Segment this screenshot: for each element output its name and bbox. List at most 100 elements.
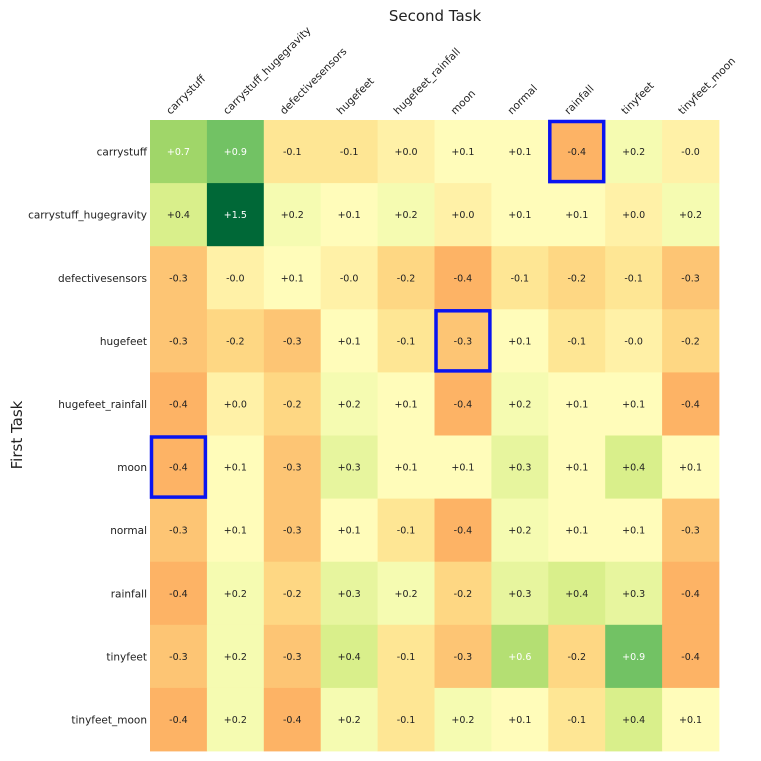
cell-value-label: +0.1 bbox=[565, 463, 588, 474]
heatmap-cell bbox=[320, 435, 378, 499]
heatmap-cell bbox=[491, 561, 549, 626]
heatmap-cell bbox=[206, 309, 265, 373]
cell-value-label: -0.3 bbox=[283, 463, 302, 474]
heatmap-cell bbox=[320, 624, 378, 689]
heatmap-cell bbox=[377, 687, 435, 752]
heatmap-cell bbox=[150, 120, 208, 184]
cell-value-label: -0.4 bbox=[567, 147, 586, 158]
heatmap-cell bbox=[263, 561, 322, 626]
cell-value-label: -0.1 bbox=[397, 652, 416, 663]
cell-value-label: -0.2 bbox=[681, 336, 700, 347]
heatmap-cell bbox=[377, 372, 435, 436]
heatmap-cell bbox=[377, 246, 435, 310]
heatmap-cell bbox=[206, 246, 265, 310]
y-tick-label: hugefeet bbox=[100, 336, 147, 348]
heatmap-cell bbox=[320, 687, 378, 752]
cell-value-label: +0.1 bbox=[395, 399, 418, 410]
heatmap-cell bbox=[548, 309, 606, 373]
y-tick-label: rainfall bbox=[111, 588, 147, 600]
heatmap-cell bbox=[150, 624, 208, 689]
heatmap-cell bbox=[263, 498, 322, 563]
cell-value-label: +0.2 bbox=[338, 715, 361, 726]
y-tick-label: tinyfeet_moon bbox=[71, 714, 147, 726]
heatmap-cell bbox=[206, 687, 265, 752]
cell-value-label: +0.1 bbox=[508, 210, 531, 221]
heatmap-cell bbox=[548, 687, 606, 752]
cell-value-label: +0.2 bbox=[224, 652, 247, 663]
heatmap-cell bbox=[434, 498, 492, 563]
heatmap-cell bbox=[605, 561, 663, 626]
cell-value-label: +0.4 bbox=[622, 715, 645, 726]
cell-value-label: +0.0 bbox=[622, 210, 645, 221]
heatmap-cell bbox=[377, 624, 435, 689]
cell-value-label: +0.2 bbox=[338, 399, 361, 410]
heatmap-cell bbox=[548, 183, 606, 247]
cell-value-label: -0.1 bbox=[340, 147, 359, 158]
heatmap-cell bbox=[150, 687, 208, 752]
cell-value-label: +0.2 bbox=[224, 715, 247, 726]
cell-value-label: -0.4 bbox=[169, 463, 188, 474]
cell-value-label: -0.0 bbox=[624, 336, 643, 347]
heatmap-cell bbox=[662, 435, 720, 499]
heatmap-cell bbox=[206, 561, 265, 626]
heatmap-cell bbox=[491, 183, 549, 247]
cell-value-label: +0.1 bbox=[395, 463, 418, 474]
heatmap-cell bbox=[320, 309, 378, 373]
cell-value-label: -0.4 bbox=[454, 399, 473, 410]
heatmap-cell bbox=[263, 183, 322, 247]
cell-value-label: -0.2 bbox=[397, 273, 416, 284]
heatmap-cell bbox=[491, 120, 549, 184]
cell-value-label: +0.1 bbox=[338, 526, 361, 537]
cell-value-label: +0.1 bbox=[508, 715, 531, 726]
heatmap-cell bbox=[377, 561, 435, 626]
cell-value-label: +0.7 bbox=[167, 147, 190, 158]
cell-value-label: +0.4 bbox=[167, 210, 190, 221]
heatmap-cell bbox=[491, 687, 549, 752]
heatmap-cells bbox=[150, 120, 720, 752]
heatmap-cell bbox=[206, 498, 265, 563]
heatmap-cell bbox=[605, 498, 663, 563]
cell-value-label: +0.2 bbox=[622, 147, 645, 158]
cell-value-label: +0.1 bbox=[281, 273, 304, 284]
cell-value-label: +0.1 bbox=[565, 210, 588, 221]
heatmap-cell bbox=[662, 498, 720, 563]
cell-value-label: +0.2 bbox=[395, 589, 418, 600]
cell-value-label: -0.4 bbox=[454, 526, 473, 537]
cell-value-label: +0.0 bbox=[395, 147, 418, 158]
heatmap-cell bbox=[491, 498, 549, 563]
x-tick-label: rainfall bbox=[562, 83, 596, 117]
heatmap-cell bbox=[377, 309, 435, 373]
cell-value-label: +0.1 bbox=[508, 147, 531, 158]
heatmap-cell bbox=[150, 561, 208, 626]
cell-value-label: +0.2 bbox=[224, 589, 247, 600]
heatmap-cell bbox=[320, 246, 378, 310]
heatmap-cell bbox=[434, 687, 492, 752]
cell-value-label: +0.1 bbox=[622, 526, 645, 537]
cell-value-label: -0.1 bbox=[567, 336, 586, 347]
heatmap-cell bbox=[548, 372, 606, 436]
cell-value-label: +0.1 bbox=[508, 336, 531, 347]
cell-value-label: +0.0 bbox=[451, 210, 474, 221]
cell-value-label: -0.1 bbox=[397, 526, 416, 537]
cell-value-label: -0.4 bbox=[169, 589, 188, 600]
cell-value-label: +0.1 bbox=[565, 526, 588, 537]
heatmap-cell bbox=[662, 183, 720, 247]
y-axis-label: First Task bbox=[8, 400, 26, 469]
cell-value-label: +0.6 bbox=[508, 652, 531, 663]
highlight-box bbox=[548, 119, 606, 184]
cell-value-label: +0.1 bbox=[565, 399, 588, 410]
cell-value-label: -0.1 bbox=[511, 273, 530, 284]
cell-value-label: -0.3 bbox=[681, 273, 700, 284]
cell-value-label: -0.4 bbox=[283, 715, 302, 726]
heatmap-cell bbox=[491, 246, 549, 310]
heatmap-cell bbox=[605, 120, 663, 184]
heatmap-cell bbox=[263, 120, 322, 184]
heatmap-cell bbox=[206, 372, 265, 436]
cell-value-label: -0.4 bbox=[169, 399, 188, 410]
heatmap-cell bbox=[377, 498, 435, 563]
heatmap-cell bbox=[206, 435, 265, 499]
cell-value-label: +0.4 bbox=[565, 589, 588, 600]
heatmap-cell bbox=[320, 561, 378, 626]
y-tick-label: carrystuff_hugegravity bbox=[28, 210, 147, 222]
cell-value-label: -0.3 bbox=[169, 652, 188, 663]
